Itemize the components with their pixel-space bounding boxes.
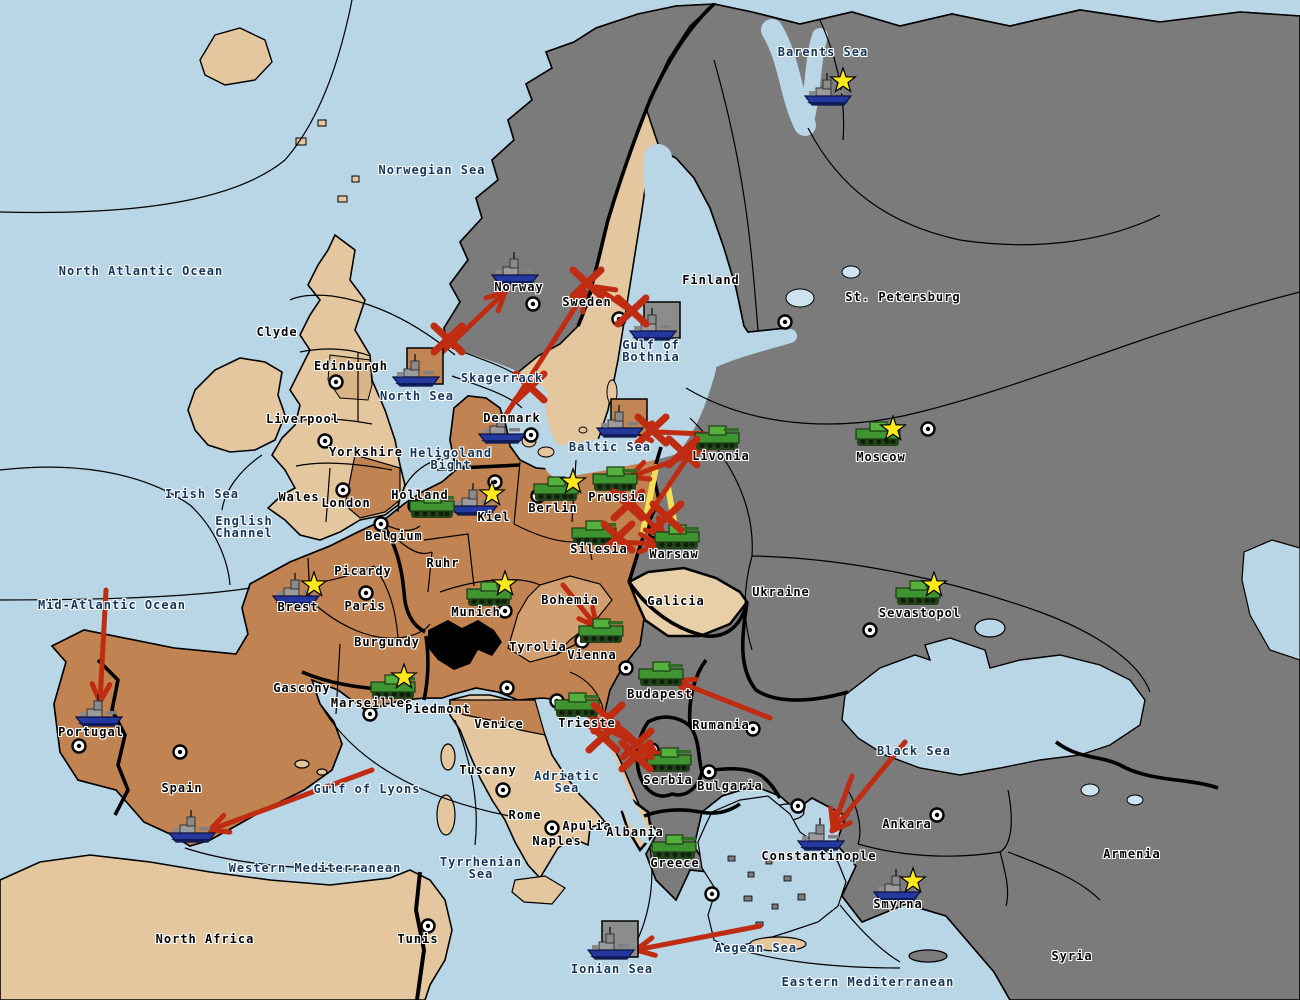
failed-move-x bbox=[618, 739, 654, 773]
star-marker bbox=[828, 66, 858, 93]
move-arrow bbox=[633, 923, 763, 958]
sea-of-azov bbox=[974, 618, 1006, 638]
supply-center-moscow bbox=[920, 421, 936, 437]
region-piedmont-venice[interactable] bbox=[449, 699, 546, 736]
army-prussia[interactable] bbox=[592, 466, 638, 491]
supply-center-ankara bbox=[929, 807, 945, 823]
army-trieste[interactable] bbox=[554, 692, 600, 717]
army-vienna[interactable] bbox=[578, 618, 624, 643]
failed-move-x bbox=[614, 294, 650, 328]
failed-move-x bbox=[430, 322, 466, 356]
supply-center-st-petersburg bbox=[777, 314, 793, 330]
med-islands[interactable] bbox=[294, 743, 807, 952]
supply-center-marseilles bbox=[362, 706, 378, 722]
supply-center-venice bbox=[499, 680, 515, 696]
region-ireland[interactable] bbox=[187, 357, 286, 453]
black-sea[interactable] bbox=[841, 637, 1146, 776]
lakes bbox=[785, 265, 1144, 806]
supply-center-norway bbox=[525, 296, 541, 312]
supply-center-liverpool bbox=[317, 433, 333, 449]
army-serbia[interactable] bbox=[646, 747, 692, 772]
army-livonia[interactable] bbox=[694, 425, 740, 450]
supply-center-munich bbox=[497, 603, 513, 619]
failed-move-x bbox=[665, 435, 701, 469]
supply-center-paris bbox=[358, 585, 374, 601]
sea-region-borders bbox=[0, 0, 901, 969]
supply-center-bulgaria bbox=[701, 764, 717, 780]
move-arrow bbox=[828, 773, 855, 831]
supply-center-edinburgh bbox=[328, 374, 344, 390]
support-line bbox=[640, 464, 659, 535]
failed-move-x bbox=[569, 266, 605, 300]
army-berlin[interactable] bbox=[533, 476, 579, 501]
move-arrow bbox=[497, 289, 588, 427]
supply-center-constantinople bbox=[790, 798, 806, 814]
fleet-baltic-sea[interactable] bbox=[595, 398, 648, 438]
supply-center-naples bbox=[544, 820, 560, 836]
army-silesia[interactable] bbox=[571, 520, 617, 545]
region-switzerland-impassable bbox=[428, 620, 502, 670]
fleet-brest[interactable] bbox=[271, 573, 321, 606]
star-marker bbox=[477, 479, 507, 506]
fleet-barents-sea[interactable] bbox=[803, 73, 853, 106]
failed-move-x bbox=[600, 520, 636, 554]
supply-center-spain bbox=[172, 744, 188, 760]
failed-move-x bbox=[585, 720, 621, 754]
star-marker bbox=[299, 570, 329, 597]
fleet-gulf-of-bothnia[interactable] bbox=[628, 301, 681, 341]
white-sea bbox=[761, 19, 828, 136]
fleet-ionian-sea[interactable] bbox=[586, 920, 639, 960]
fleet-north-sea[interactable] bbox=[391, 347, 444, 387]
failed-move-x bbox=[634, 413, 670, 447]
army-budapest[interactable] bbox=[638, 661, 684, 686]
supply-center-tunis bbox=[420, 918, 436, 934]
star-marker bbox=[878, 414, 908, 441]
supply-center-denmark bbox=[523, 427, 539, 443]
adriatic-sea[interactable] bbox=[556, 702, 650, 845]
army-moscow[interactable] bbox=[855, 421, 901, 446]
supply-center-portugal bbox=[71, 738, 87, 754]
fleet-spain-south-coast[interactable] bbox=[167, 810, 217, 843]
island-cyprus bbox=[908, 949, 948, 963]
star-marker bbox=[389, 662, 419, 689]
star-marker bbox=[919, 570, 949, 597]
aegean-sea[interactable] bbox=[697, 795, 847, 949]
star-marker bbox=[558, 467, 588, 494]
aegean-islands bbox=[727, 855, 806, 927]
fleet-denmark[interactable] bbox=[477, 411, 527, 444]
region-north-africa[interactable] bbox=[0, 854, 453, 1000]
star-marker bbox=[898, 866, 928, 893]
supply-center-london bbox=[335, 482, 351, 498]
region-london[interactable] bbox=[344, 454, 401, 519]
move-arrow bbox=[560, 582, 600, 630]
move-arrow bbox=[207, 767, 375, 835]
fleet-norway[interactable] bbox=[490, 252, 540, 285]
supply-center-rumania bbox=[745, 721, 761, 737]
move-arrow bbox=[673, 676, 773, 721]
supply-center-budapest bbox=[618, 660, 634, 676]
army-holland[interactable] bbox=[409, 493, 455, 518]
fleet-portugal[interactable] bbox=[74, 694, 124, 727]
supply-center-greece bbox=[704, 886, 720, 902]
caspian-sea bbox=[1241, 539, 1300, 661]
move-arrow bbox=[89, 587, 113, 705]
border-tunis bbox=[413, 871, 427, 1000]
supply-center-belgium bbox=[373, 516, 389, 532]
star-marker bbox=[490, 569, 520, 596]
region-iceland bbox=[199, 27, 273, 86]
failed-move-x bbox=[649, 500, 685, 534]
army-munich[interactable] bbox=[466, 581, 512, 606]
army-greece[interactable] bbox=[651, 834, 697, 859]
failed-move-x bbox=[610, 488, 646, 522]
fleet-constantinople[interactable] bbox=[796, 818, 846, 851]
failed-move-x bbox=[512, 370, 548, 404]
region-bohemia-tyrolia[interactable] bbox=[507, 575, 613, 663]
supply-center-rome bbox=[495, 782, 511, 798]
supply-center-sevastopol bbox=[862, 622, 878, 638]
region-galicia[interactable] bbox=[627, 566, 749, 638]
